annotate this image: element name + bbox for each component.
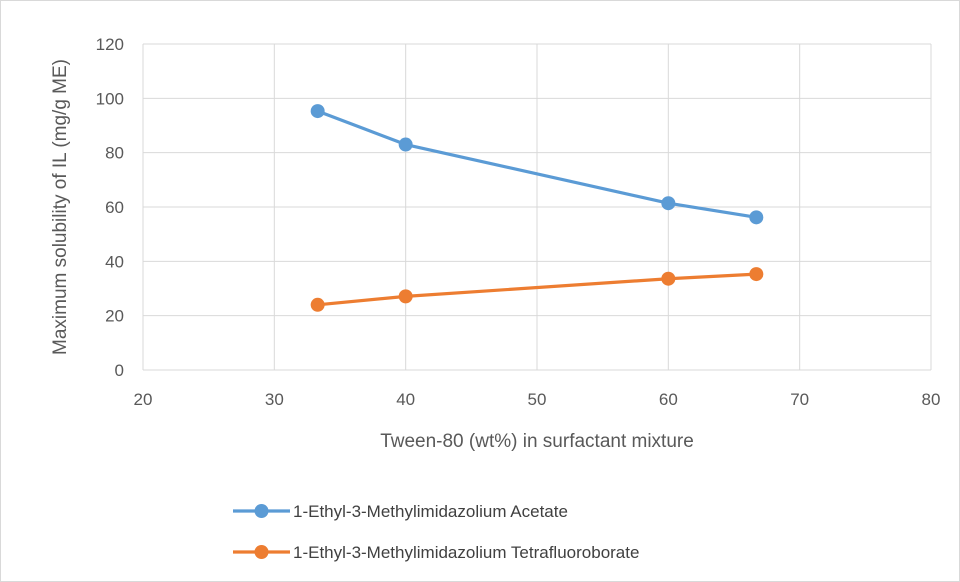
y-axis-tick-labels: 0 20 40 60 80 100 120 — [96, 35, 124, 380]
data-point-marker — [749, 210, 764, 225]
legend-marker-swatch — [254, 504, 269, 518]
x-axis-tick-labels: 20 30 40 50 60 70 80 — [134, 390, 941, 409]
y-tick-label: 120 — [96, 35, 124, 54]
legend-item: 1-Ethyl-3-Methylimidazolium Acetate — [233, 502, 568, 521]
y-tick-label: 100 — [96, 89, 124, 108]
x-tick-label: 70 — [790, 390, 809, 409]
data-series — [310, 104, 764, 312]
data-point-marker — [661, 271, 676, 286]
y-tick-label: 60 — [105, 198, 124, 217]
y-tick-label: 0 — [115, 361, 124, 380]
legend-label: 1-Ethyl-3-Methylimidazolium Tetrafluorob… — [293, 543, 639, 562]
data-point-marker — [749, 267, 764, 282]
x-tick-label: 30 — [265, 390, 284, 409]
y-tick-label: 40 — [105, 252, 124, 271]
legend-marker-swatch — [254, 545, 269, 559]
data-point-marker — [310, 104, 325, 119]
data-point-marker — [661, 196, 676, 211]
x-tick-label: 60 — [659, 390, 678, 409]
series-line — [316, 109, 758, 219]
y-tick-label: 80 — [105, 144, 124, 163]
series-1 — [310, 104, 764, 225]
legend-label: 1-Ethyl-3-Methylimidazolium Acetate — [293, 502, 568, 521]
x-tick-label: 50 — [528, 390, 547, 409]
series-line — [316, 272, 758, 307]
y-tick-label: 20 — [105, 307, 124, 326]
data-point-marker — [398, 289, 413, 304]
x-tick-label: 20 — [134, 390, 153, 409]
y-axis-title: Maximum solubility of IL (mg/g ME) — [50, 59, 71, 355]
legend: 1-Ethyl-3-Methylimidazolium Acetate 1-Eth… — [233, 502, 639, 562]
series-2 — [310, 267, 764, 312]
x-tick-label: 40 — [396, 390, 415, 409]
x-tick-label: 80 — [922, 390, 941, 409]
data-point-marker — [398, 137, 413, 152]
gridlines — [142, 43, 932, 371]
data-point-marker — [310, 297, 325, 312]
legend-item: 1-Ethyl-3-Methylimidazolium Tetrafluorob… — [233, 543, 639, 562]
x-axis-title: Tween-80 (wt%) in surfactant mixture — [380, 431, 694, 452]
